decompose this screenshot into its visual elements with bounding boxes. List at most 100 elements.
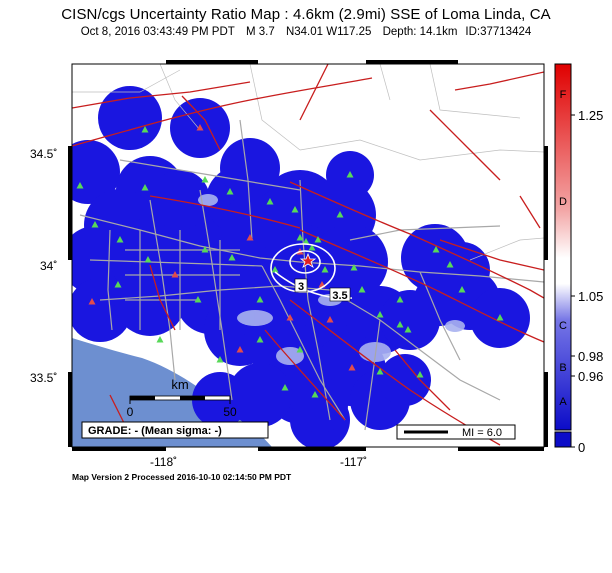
contour-label-box-1 xyxy=(294,278,308,293)
station-marker xyxy=(346,171,354,178)
station-marker xyxy=(291,206,299,213)
station-marker xyxy=(271,266,279,273)
station-marker xyxy=(326,316,334,323)
station-marker xyxy=(348,364,356,371)
scale-end: 50 xyxy=(223,405,237,419)
scale-start: 0 xyxy=(127,405,134,419)
station-marker xyxy=(416,371,424,378)
station-marker xyxy=(266,198,274,205)
event-id: ID:37713424 xyxy=(465,26,532,38)
station-marker xyxy=(296,346,304,353)
grade-letter-a: A xyxy=(559,396,567,408)
colorbar-value-4: 0.96 xyxy=(578,369,603,384)
contour-label-1: 3 xyxy=(298,281,304,293)
station-marker xyxy=(376,368,384,375)
station-marker xyxy=(171,271,179,278)
colorbar-zero-swatch xyxy=(554,431,572,448)
grade-letter-b: B xyxy=(559,362,566,374)
coverage-blob xyxy=(292,377,348,433)
scale-bar: km 0 50 xyxy=(127,377,237,419)
frame-ticks xyxy=(68,60,548,451)
station-marker xyxy=(350,264,358,271)
station-marker xyxy=(286,314,294,321)
colorbar-value-1: 1.25 xyxy=(578,108,603,123)
station-marker xyxy=(256,296,264,303)
station-marker xyxy=(76,182,84,189)
colorbar-value-3: 0.98 xyxy=(578,349,603,364)
epicenter-star xyxy=(299,252,317,268)
lon-tick-118: -118˚ xyxy=(150,455,178,469)
station-marker xyxy=(281,384,289,391)
colorbar: F D C B A 1.25 1.05 0.98 0.96 0 xyxy=(554,63,603,455)
station-marker xyxy=(396,321,404,328)
station-marker xyxy=(311,391,319,398)
coverage-blob xyxy=(220,138,280,198)
station-marker xyxy=(141,126,149,133)
mi-legend-box xyxy=(396,424,516,440)
station-marker xyxy=(236,346,244,353)
lat-tick-34: 34˚ xyxy=(40,259,58,273)
contour-label-2: 3.5 xyxy=(332,290,347,302)
station-marker xyxy=(194,296,202,303)
event-date: Oct 8, 2016 03:43:49 PM PDT xyxy=(80,26,235,38)
event-depth: Depth: 14.1km xyxy=(382,26,458,38)
station-marker xyxy=(296,234,304,241)
station-marker xyxy=(246,234,254,241)
station-marker xyxy=(196,124,204,131)
mi-legend-text: MI = 6.0 xyxy=(462,427,502,439)
station-marker xyxy=(446,261,454,268)
grade-letter-d: D xyxy=(559,196,567,208)
station-marker xyxy=(141,184,149,191)
coverage-blob xyxy=(150,170,210,230)
coverage-blob xyxy=(414,274,466,326)
grade-letter-c: C xyxy=(559,320,567,332)
station-marker xyxy=(114,281,122,288)
lon-tick-117: -117˚ xyxy=(340,455,368,469)
coverage-blob xyxy=(379,354,431,406)
lat-tick-33-5: 33.5˚ xyxy=(30,371,58,385)
station-marker xyxy=(432,246,440,253)
contour-label-box-2 xyxy=(329,287,351,302)
event-info: Oct 8, 2016 03:43:49 PM PDT M 3.7 N34.01… xyxy=(0,26,612,38)
station-marker xyxy=(201,176,209,183)
seismic-stations xyxy=(76,124,504,398)
station-marker xyxy=(308,244,316,251)
station-marker xyxy=(228,254,236,261)
low-coverage-gaps xyxy=(198,194,465,365)
county-lines xyxy=(72,64,544,261)
lat-tick-34-5: 34.5˚ xyxy=(30,147,58,161)
event-location: N34.01 W117.25 xyxy=(285,26,372,38)
station-marker xyxy=(216,356,224,363)
station-marker xyxy=(88,298,96,305)
station-marker xyxy=(144,256,152,263)
station-marker xyxy=(358,286,366,293)
station-marker xyxy=(404,326,412,333)
station-marker xyxy=(156,336,164,343)
map-title: CISN/cgs Uncertainty Ratio Map : 4.6km (… xyxy=(61,6,551,23)
colorbar-value-5: 0 xyxy=(578,440,585,455)
station-marker xyxy=(396,296,404,303)
grade-letter-f: F xyxy=(560,89,567,101)
station-marker xyxy=(376,311,384,318)
station-marker xyxy=(302,238,310,245)
station-marker xyxy=(336,211,344,218)
station-marker xyxy=(116,236,124,243)
station-marker xyxy=(226,188,234,195)
station-marker xyxy=(496,314,504,321)
coverage-blob xyxy=(72,140,120,204)
station-marker xyxy=(91,221,99,228)
event-magnitude: M 3.7 xyxy=(245,26,275,38)
station-marker xyxy=(458,286,466,293)
station-marker xyxy=(321,266,329,273)
map-version-footer: Map Version 2 Processed 2016-10-10 02:14… xyxy=(72,472,292,482)
fault-lines xyxy=(72,64,544,446)
station-marker xyxy=(256,336,264,343)
station-marker xyxy=(201,246,209,253)
grade-box xyxy=(81,421,269,439)
grade-text: GRADE: - (Mean sigma: -) xyxy=(88,425,222,437)
station-marker xyxy=(314,236,322,243)
colorbar-value-2: 1.05 xyxy=(578,289,603,304)
road-network xyxy=(79,119,544,431)
scale-unit: km xyxy=(171,377,188,392)
